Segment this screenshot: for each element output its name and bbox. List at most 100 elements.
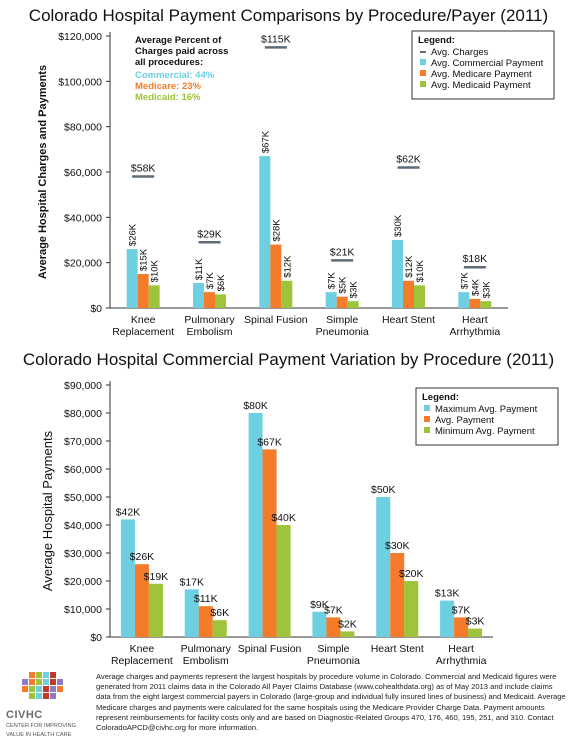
- chart1-data-label: $12K: [282, 255, 293, 278]
- chart1-bar: [204, 292, 215, 308]
- chart1-data-label: $5K: [338, 276, 349, 294]
- chart2-bar: [390, 553, 405, 637]
- chart2-data-label: $40K: [271, 512, 296, 524]
- chart1-data-label: $7K: [459, 272, 470, 290]
- chart1-bar: [347, 301, 359, 308]
- chart1-bar: [403, 280, 414, 308]
- chart1-category-label: Pulmonary: [184, 314, 235, 326]
- chart2-y-tick-label: $90,000: [64, 380, 102, 392]
- chart1-annotation-item: Medicare: 23%: [135, 81, 202, 92]
- logo-tile: [50, 693, 56, 699]
- chart2-data-label: $7K: [324, 604, 343, 616]
- chart1-bar: [469, 298, 481, 308]
- chart1-category-label: Simple: [326, 314, 358, 326]
- chart1-data-label: $26K: [128, 223, 139, 246]
- chart1-y-axis-label: Average Hospital Charges and Payments: [37, 65, 49, 279]
- chart2-data-label: $3K: [466, 616, 485, 628]
- chart1-charge-label: $62K: [396, 153, 421, 165]
- chart1-y-tick-label: $100,000: [58, 76, 102, 88]
- chart1-bar: [392, 240, 403, 308]
- chart1-y-tick-label: $0: [90, 303, 102, 315]
- chart2-bar: [212, 620, 227, 637]
- chart1-bar: [137, 274, 149, 308]
- chart1-category-label: Heart Stent: [382, 314, 435, 326]
- chart1-charge-label: $18K: [463, 253, 488, 265]
- chart2-legend-label: Maximum Avg. Payment: [435, 404, 538, 415]
- chart2-category-label: Arrhythmia: [436, 655, 487, 667]
- chart1-legend-swatch: [420, 59, 426, 65]
- chart2-data-label: $17K: [179, 576, 204, 588]
- chart1-annotation-item: Medicaid: 16%: [135, 92, 201, 103]
- chart2-category-label: Heart: [448, 643, 474, 655]
- logo-tile: [43, 686, 49, 692]
- chart1-data-label: $6K: [216, 274, 227, 292]
- chart2-legend-swatch: [424, 427, 430, 433]
- chart1-data-label: $67K: [260, 130, 271, 153]
- chart1-data-label: $12K: [404, 255, 415, 278]
- chart2-bar: [262, 449, 277, 637]
- chart2-bar: [276, 525, 291, 637]
- chart1-y-tick-label: $80,000: [64, 122, 102, 134]
- chart1-bar: [414, 285, 425, 308]
- chart2-y-tick-label: $30,000: [64, 548, 102, 560]
- chart2-y-axis-label: Average Hospital Payments: [40, 430, 55, 591]
- chart1-charge-label: $115K: [261, 33, 291, 45]
- chart2-data-label: $13K: [435, 588, 460, 600]
- chart1-data-label: $11K: [194, 258, 205, 280]
- chart1-data-label: $7K: [205, 272, 216, 290]
- chart2-category-label: Embolism: [183, 655, 229, 667]
- chart1-charge-label: $29K: [197, 228, 222, 240]
- chart2-data-label: $50K: [371, 484, 396, 496]
- chart2-bar: [454, 617, 469, 637]
- chart2-y-tick-label: $80,000: [64, 408, 102, 420]
- logo-tile: [50, 672, 56, 678]
- logo-tile: [50, 686, 56, 692]
- chart2-y-tick-label: $10,000: [64, 604, 102, 616]
- logo-tile: [29, 672, 35, 678]
- chart2-data-label: $80K: [243, 400, 268, 412]
- chart1-legend-box: [411, 30, 555, 100]
- chart2-data-label: $19K: [144, 571, 169, 583]
- chart1-category-label: Replacement: [112, 326, 174, 338]
- chart2-y-tick-label: $40,000: [64, 520, 102, 532]
- chart2-y-tick-label: $20,000: [64, 576, 102, 588]
- logo-tile: [43, 672, 49, 678]
- chart1-legend-label: Avg. Commercial Payment: [431, 58, 544, 69]
- chart1-bar: [458, 292, 470, 308]
- chart2-bar: [120, 519, 135, 637]
- chart1-legend-label: Avg. Medicaid Payment: [431, 80, 531, 91]
- chart2-category-label: Replacement: [111, 655, 173, 667]
- chart1-legend-label: Avg. Charges: [431, 47, 489, 58]
- chart1-category-label: Spinal Fusion: [244, 314, 308, 326]
- chart2-bar: [468, 628, 483, 637]
- chart1-data-label: $28K: [271, 219, 282, 242]
- chart2-bar: [198, 606, 213, 637]
- chart2-bar: [326, 617, 341, 637]
- chart2-bar: [376, 497, 391, 637]
- chart1-data-label: $10K: [415, 259, 426, 282]
- chart2-data-label: $11K: [194, 593, 218, 605]
- chart1-data-label: $4K: [470, 278, 481, 296]
- chart1-bar: [126, 249, 138, 308]
- chart2-bar: [404, 581, 419, 637]
- chart1-svg: $0 $20,000 $40,000 $60,000 $80,000 $100,000 $1…: [37, 30, 555, 338]
- logo-tile: [29, 693, 35, 699]
- chart2-y-tick-label: $70,000: [64, 436, 102, 448]
- chart1-data-label: $3K: [481, 281, 492, 299]
- logo-tile: [22, 686, 28, 692]
- chart1-category-label: Pneumonia: [316, 326, 369, 338]
- logo-tile: [36, 693, 42, 699]
- chart2-legend-swatch: [424, 416, 430, 422]
- chart1-bar: [193, 283, 204, 308]
- chart2-svg: $0 $10,000 $20,000 $30,000 $40,000 $50,000 $60…: [40, 380, 559, 667]
- chart2-legend-label: Avg. Payment: [435, 415, 494, 426]
- chart2-category-label: Simple: [317, 643, 349, 655]
- chart2-bar: [440, 600, 455, 637]
- chart2-bar: [148, 583, 163, 637]
- chart2-y-tick-label: $60,000: [64, 464, 102, 476]
- chart1-bar: [259, 156, 271, 308]
- logo-caption-1: CENTER FOR IMPROVING: [6, 723, 76, 729]
- chart2-data-label: $42K: [116, 506, 141, 518]
- chart1-data-label: $30K: [393, 214, 404, 237]
- chart1-category-label: Embolism: [186, 326, 232, 338]
